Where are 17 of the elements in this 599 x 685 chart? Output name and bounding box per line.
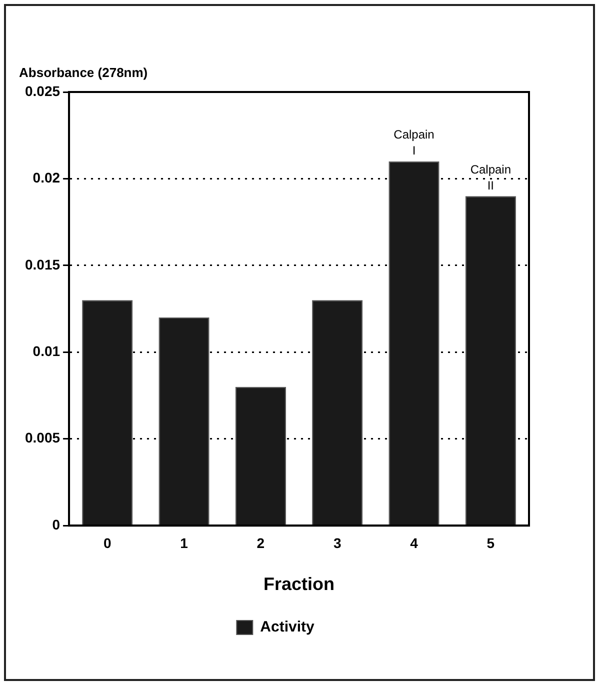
x-tick-label: 3 (333, 534, 342, 551)
annotation: Calpain I (394, 128, 434, 158)
annotation: Calpain II (470, 162, 512, 192)
x-axis-title: Fraction (264, 574, 335, 594)
x-tick-label: 1 (180, 534, 188, 551)
x-tick-label: 2 (256, 534, 265, 551)
y-axis-title: Absorbance (278nm) (19, 65, 148, 80)
x-tick-label: 5 (486, 534, 495, 551)
x-tick-label: 0 (103, 534, 112, 551)
y-tick-label: 0.02 (32, 170, 60, 186)
y-tick-label: 0.025 (24, 82, 60, 99)
x-tick-label: 4 (410, 534, 418, 551)
y-tick-label: 0 (52, 516, 60, 532)
y-tick-label: 0.015 (24, 256, 60, 272)
y-tick-label: 0.01 (32, 343, 60, 360)
y-tick-label: 0.005 (24, 430, 60, 446)
legend-label: Activity (260, 618, 315, 636)
